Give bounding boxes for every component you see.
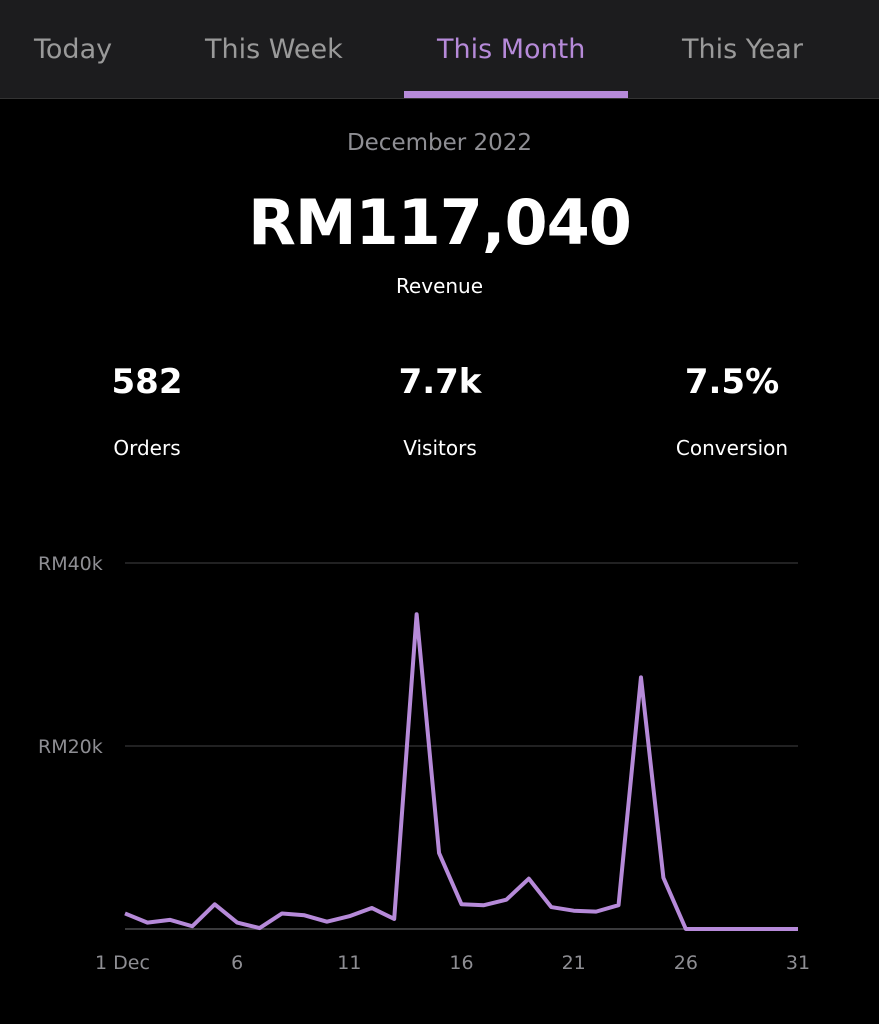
conversion-label: Conversion xyxy=(675,436,789,460)
x-tick-label: 1 Dec xyxy=(95,952,150,974)
x-tick-label: 11 xyxy=(337,952,361,974)
x-tick-label: 16 xyxy=(449,952,473,974)
x-tick-label: 21 xyxy=(562,952,586,974)
x-tick-label: 6 xyxy=(231,952,243,974)
x-tick-label: 31 xyxy=(786,952,810,974)
conversion-value: 7.5% xyxy=(684,362,780,402)
active-tab-indicator xyxy=(404,91,628,98)
y-tick-label: RM40k xyxy=(38,553,103,575)
orders-label: Orders xyxy=(113,436,181,460)
x-tick-label: 26 xyxy=(674,952,698,974)
revenue-line xyxy=(124,612,798,931)
visitors-label: Visitors xyxy=(403,436,477,460)
tab-this-week[interactable]: This Week xyxy=(205,34,343,65)
visitors-value: 7.7k xyxy=(398,362,482,402)
revenue-label: Revenue xyxy=(395,274,484,298)
tab-today[interactable]: Today xyxy=(34,34,113,65)
y-tick-label: RM20k xyxy=(38,736,103,758)
orders-stat: 582 Orders xyxy=(27,362,267,460)
tab-this-month[interactable]: This Month xyxy=(437,34,586,65)
tab-this-year[interactable]: This Year xyxy=(682,34,803,65)
conversion-stat: 7.5% Conversion xyxy=(612,362,852,460)
visitors-stat: 7.7k Visitors xyxy=(320,362,560,460)
orders-value: 582 xyxy=(111,362,183,402)
period-tab-bar: Today This Week This Month This Year xyxy=(0,0,879,99)
period-label: December 2022 xyxy=(346,130,533,156)
revenue-value: RM117,040 xyxy=(248,186,632,259)
